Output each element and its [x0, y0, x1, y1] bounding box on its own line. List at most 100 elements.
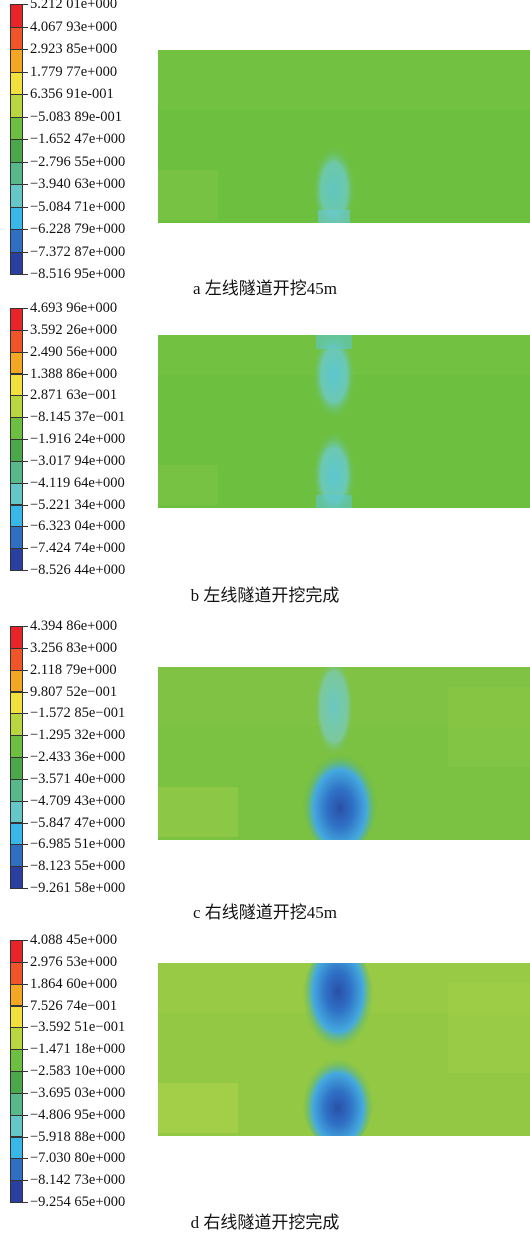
legend-label: 4.693 96e+000: [30, 300, 118, 316]
legend-label: −3.571 40e+000: [30, 770, 126, 787]
legend-label: −5.083 89e-001: [30, 108, 122, 125]
legend-tick: [23, 4, 28, 5]
legend-label: 2.923 85e+000: [30, 41, 118, 57]
legend-swatch: [10, 373, 23, 397]
legend-swatch: [10, 139, 23, 163]
legend-tick: [23, 1136, 28, 1138]
legend-label: 4.067 93e+000: [30, 18, 118, 35]
legend-tick: [23, 206, 28, 208]
legend-swatch: [10, 251, 23, 275]
legend-tick: [23, 395, 28, 397]
legend-label: −1.295 32e+000: [30, 727, 126, 744]
legend-label: −9.254 65e+000: [30, 1194, 126, 1210]
legend-swatch: [10, 844, 23, 868]
contour-plot-svg: [158, 335, 530, 508]
legend-label: −1.471 18e+000: [30, 1041, 126, 1058]
legend-label: 4.088 45e+000: [30, 932, 118, 948]
legend-tick: [23, 800, 28, 802]
legend-label: 1.779 77e+000: [30, 63, 118, 80]
legend-label: −7.372 87e+000: [30, 243, 126, 260]
legend-label: −5.221 34e+000: [30, 496, 126, 513]
legend-swatch: [10, 1114, 23, 1138]
legend-tick: [23, 778, 28, 780]
legend-swatch: [10, 1049, 23, 1072]
legend-swatch: [10, 940, 23, 963]
panel-a: 5.212 01e+000 4.067 93e+000 2.923 85e+000 1…: [0, 0, 530, 305]
legend-label: 1.388 86e+000: [30, 365, 118, 382]
legend-swatch: [10, 229, 23, 253]
legend-label: −6.228 79e+000: [30, 221, 126, 237]
legend-label: −3.592 51e−001: [30, 1019, 126, 1036]
legend-swatch: [10, 1180, 23, 1203]
legend-tick: [23, 691, 28, 693]
legend-label: −3.695 03e+000: [30, 1084, 126, 1101]
legend-tick: [23, 373, 28, 375]
legend-swatch: [10, 308, 23, 331]
legend-label: −4.806 95e+000: [30, 1106, 126, 1123]
legend-tick: [23, 351, 28, 353]
legend-swatch: [10, 713, 23, 737]
legend-tick: [23, 274, 28, 275]
legend-label: 2.976 53e+000: [30, 953, 118, 970]
legend-swatch: [10, 548, 23, 571]
legend-tick: [23, 1180, 28, 1182]
legend-tick: [23, 71, 28, 73]
legend-label: −5.847 47e+000: [30, 814, 126, 831]
legend-label: 2.118 79e+000: [30, 661, 117, 678]
legend-tick: [23, 504, 28, 506]
legend-tick: [23, 439, 28, 440]
legend-label: −7.030 80e+000: [30, 1150, 126, 1167]
legend-swatch: [10, 4, 23, 28]
legend-tick: [23, 844, 28, 846]
legend-swatch: [10, 439, 23, 462]
legend-swatch: [10, 983, 23, 1007]
legend-swatch: [10, 961, 23, 985]
legend-tick: [23, 1114, 28, 1116]
legend-swatch: [10, 778, 23, 802]
legend-swatch: [10, 184, 23, 208]
legend-swatch: [10, 822, 23, 846]
legend-label: −4.119 64e+000: [30, 474, 125, 491]
legend-tick: [23, 983, 28, 985]
legend-swatch: [10, 800, 23, 824]
contour-plot: [158, 50, 530, 223]
legend-swatch: [10, 1005, 23, 1029]
panel-b: 4.693 96e+000 3.592 26e+000 2.490 56e+000 1…: [0, 300, 530, 617]
legend-swatch: [10, 26, 23, 50]
legend-swatch: [10, 329, 23, 353]
legend-label: 3.592 26e+000: [30, 321, 118, 338]
legend-label: 7.526 74e−001: [30, 997, 118, 1014]
legend-tick: [23, 526, 28, 528]
legend-label: −1.572 85e−001: [30, 705, 126, 722]
legend-label: 2.871 63e−001: [30, 387, 118, 404]
legend-label: −1.652 47e+000: [30, 131, 126, 147]
legend-label: −2.796 55e+000: [30, 153, 126, 170]
legend-label: −4.709 43e+000: [30, 792, 126, 809]
legend-swatch: [10, 395, 23, 419]
legend-tick: [23, 482, 28, 484]
legend-tick: [23, 94, 28, 95]
legend-swatch: [10, 735, 23, 758]
contour-plot: [158, 963, 530, 1136]
legend-label: −5.084 71e+000: [30, 198, 126, 215]
legend-tick: [23, 822, 28, 824]
legend-swatch: [10, 161, 23, 185]
legend-label: −2.583 10e+000: [30, 1063, 126, 1079]
legend-tick: [23, 669, 28, 671]
legend-label: −5.918 88e+000: [30, 1128, 126, 1145]
legend-swatch: [10, 691, 23, 715]
legend-tick: [23, 184, 28, 185]
panel-d: 4.088 45e+000 2.976 53e+000 1.864 60e+000 7…: [0, 932, 530, 1239]
legend-tick: [23, 329, 28, 331]
legend-swatch: [10, 1092, 23, 1116]
legend-tick: [23, 417, 28, 419]
legend-swatch: [10, 460, 23, 484]
legend-swatch: [10, 526, 23, 550]
figure-caption: c 右线隧道开挖45m: [192, 903, 338, 922]
legend-label: 4.394 86e+000: [30, 618, 118, 634]
legend-swatch: [10, 504, 23, 528]
legend-tick: [23, 626, 28, 627]
legend-tick: [23, 251, 28, 253]
legend-label: −8.142 73e+000: [30, 1172, 126, 1189]
legend-label: −6.985 51e+000: [30, 836, 126, 853]
